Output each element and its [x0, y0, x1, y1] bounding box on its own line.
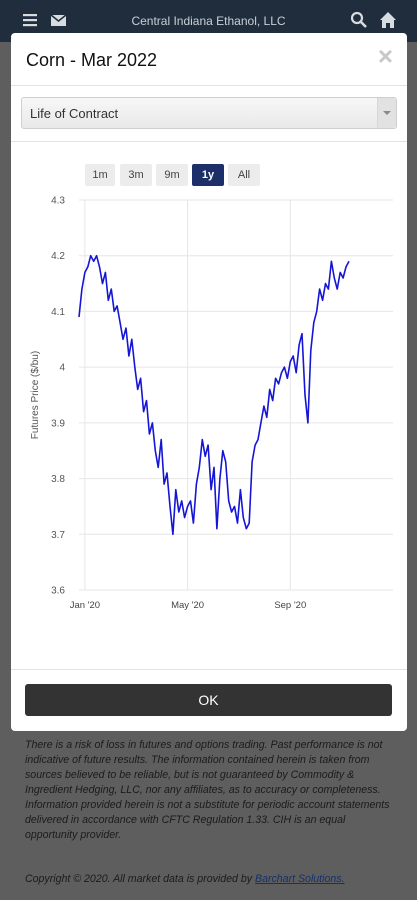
chevron-down-icon[interactable] [377, 98, 396, 128]
y-tick-label: 4.2 [51, 251, 65, 262]
close-icon[interactable]: × [377, 41, 393, 71]
modal-title: Corn - Mar 2022 [26, 50, 158, 70]
range-button-all[interactable]: All [228, 164, 260, 186]
y-tick-label: 3.6 [51, 586, 65, 597]
x-tick-label: May '20 [171, 600, 204, 611]
price-chart: 4.3 4.2 4.1 4 3.9 3.8 3.7 3.6 Jan '20 May '20 Sep … [30, 196, 393, 611]
x-tick-label: Jan '20 [70, 600, 100, 611]
ok-button[interactable]: OK [25, 684, 392, 716]
range-button-3m[interactable]: 3m [120, 164, 152, 186]
period-select[interactable]: Life of Contract [21, 97, 397, 129]
disclaimer-text: There is a risk of loss in futures and o… [25, 739, 390, 841]
menu-icon[interactable] [22, 11, 40, 29]
y-tick-label: 3.9 [51, 418, 65, 429]
copyright-text: Copyright © 2020. All market data is pro… [25, 873, 345, 885]
chart-modal: Corn - Mar 2022 × Life of Contract 1m 3m… [11, 33, 407, 731]
period-select-value: Life of Contract [30, 106, 119, 121]
range-button-1m[interactable]: 1m [85, 164, 115, 186]
x-tick-label: Sep '20 [274, 600, 306, 611]
mail-icon[interactable] [50, 11, 68, 29]
search-icon[interactable] [350, 11, 368, 29]
home-icon[interactable] [379, 11, 397, 29]
copyright-prefix: Copyright © 2020. All market data is pro… [25, 873, 255, 885]
y-axis-label: Futures Price ($/bu) [30, 351, 41, 439]
app-title: Central Indiana Ethanol, LLC [131, 14, 286, 28]
range-button-1y[interactable]: 1y [192, 164, 224, 186]
barchart-link[interactable]: Barchart Solutions. [255, 873, 345, 885]
price-series-line [78, 254, 350, 536]
y-tick-label: 3.8 [51, 474, 65, 485]
select-divider [11, 141, 407, 142]
y-tick-label: 3.7 [51, 530, 65, 541]
range-button-9m[interactable]: 9m [156, 164, 188, 186]
footer-divider [11, 669, 407, 670]
header-divider [11, 85, 407, 86]
y-tick-label: 4.3 [51, 196, 65, 207]
y-tick-label: 4 [59, 363, 65, 374]
y-tick-label: 4.1 [51, 307, 65, 318]
